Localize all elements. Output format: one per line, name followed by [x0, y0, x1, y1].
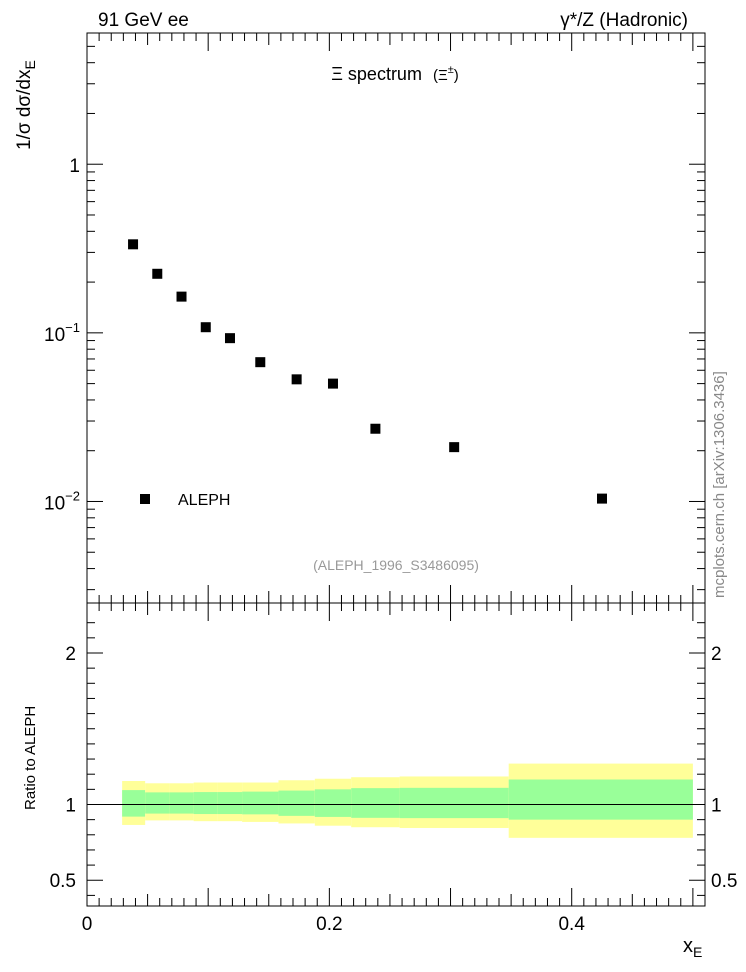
analysis-annotation: (ALEPH_1996_S3486095) [313, 557, 479, 573]
inner-band-bin [351, 788, 400, 818]
plot-title: Ξ spectrum (Ξ±) [331, 64, 459, 84]
main-y-ticks: 10−2 10−1 1 [44, 32, 705, 591]
data-point [152, 268, 163, 279]
inner-band-bin [399, 787, 509, 819]
data-point [370, 423, 381, 434]
side-credit-label: mcplots.cern.ch [arXiv:1306.3436] [711, 371, 728, 598]
legend-marker [140, 494, 150, 504]
inner-band-bin [278, 790, 315, 816]
inner-band-bin [169, 792, 194, 814]
inner-band-bin [314, 789, 352, 817]
ratio-y-tick-label: 1 [65, 795, 76, 816]
inner-band-bin [217, 792, 243, 815]
inner-band-bin [193, 792, 218, 815]
y-tick-label: 1 [69, 156, 80, 177]
inner-band-bin [242, 791, 279, 815]
data-point [255, 357, 266, 368]
x-tick-label: 0.2 [316, 914, 342, 935]
data-point [291, 374, 302, 385]
inner-band-bin [122, 790, 146, 817]
x-ticks: 0 0.2 0.4 [82, 33, 694, 935]
ratio-y-tick-label: 0.5 [50, 871, 76, 892]
ratio-y-tick-label-right: 1 [711, 795, 722, 816]
ratio-y-ticks: 0.5 0.5 1 1 2 2 [50, 622, 737, 896]
x-tick-label: 0 [82, 914, 93, 935]
ratio-y-tick-label-right: 2 [711, 644, 722, 665]
data-point [224, 333, 235, 344]
ratio-y-axis-label: Ratio to ALEPH [22, 706, 39, 810]
top-right-label: γ*/Z (Hadronic) [560, 10, 688, 31]
data-point [327, 378, 338, 389]
ratio-y-tick-label: 2 [65, 644, 76, 665]
y-tick-label: 10−1 [44, 320, 80, 346]
data-point [200, 322, 211, 333]
aleph-data-points [128, 239, 607, 504]
ratio-plot-frame [86, 602, 706, 907]
data-point [597, 493, 607, 504]
main-plot-frame [86, 32, 706, 604]
ratio-bands [122, 763, 693, 838]
x-axis-label: xE [683, 935, 702, 960]
x-tick-label: 0.4 [558, 914, 585, 935]
data-point [128, 239, 139, 250]
legend-label: ALEPH [178, 492, 230, 509]
main-y-axis-label: 1/σ dσ/dxE [14, 60, 38, 150]
inner-band-bin [508, 779, 693, 820]
y-tick-label: 10−2 [44, 488, 80, 514]
data-point [449, 442, 460, 453]
data-point [176, 291, 187, 302]
inner-band-bin [145, 792, 170, 814]
top-left-label: 91 GeV ee [98, 10, 189, 31]
ratio-y-tick-label-right: 0.5 [711, 871, 737, 892]
